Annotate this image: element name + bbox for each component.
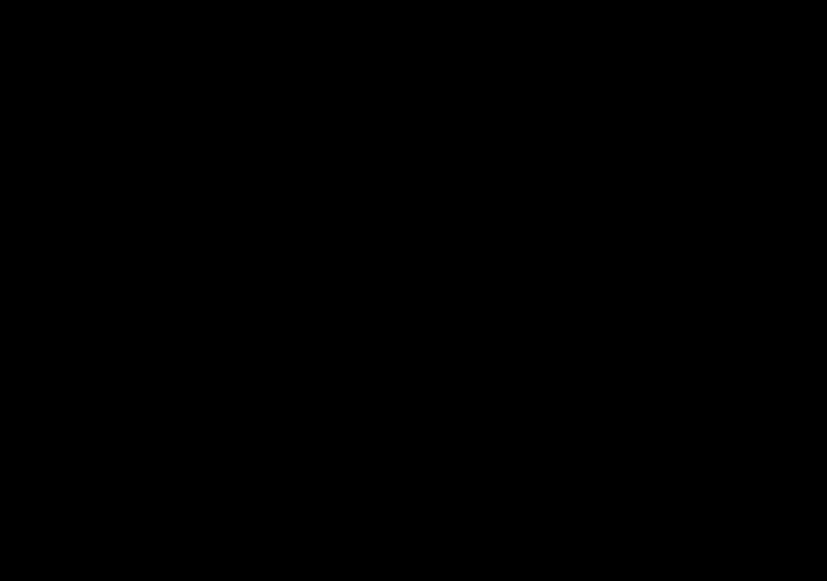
Text: $(-1,\ \ln 2)$: $(-1,\ \ln 2)$ <box>54 111 154 134</box>
Text: $(-2,\ \ln 8)$: $(-2,\ \ln 8)$ <box>54 182 154 205</box>
Text: $y=\ln 2x^2$ is $-1.$: $y=\ln 2x^2$ is $-1.$ <box>587 35 729 59</box>
Text: $\left(-\dfrac{1}{2},\ \ln\dfrac{1}{2}\right)$: $\left(-\dfrac{1}{2},\ \ln\dfrac{1}{2}\r… <box>54 334 167 377</box>
Text: $\left(-\dfrac{3}{4},\ \ln\dfrac{9}{8}\right)$: $\left(-\dfrac{3}{4},\ \ln\dfrac{9}{8}\r… <box>54 243 167 286</box>
Text: Locate the point where the slope of tangent line to: Locate the point where the slope of tang… <box>25 40 528 58</box>
